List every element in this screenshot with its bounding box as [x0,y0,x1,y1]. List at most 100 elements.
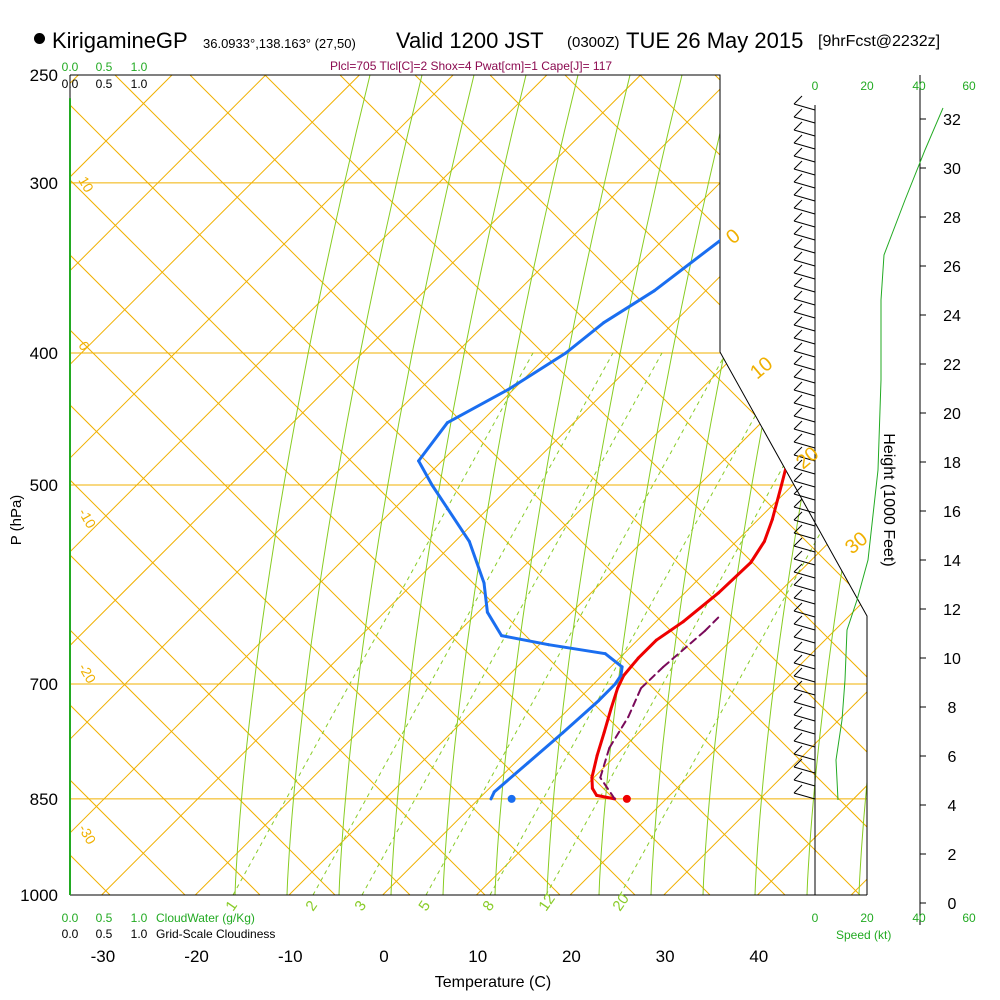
wind-barb [793,220,816,228]
wind-barb-flag [793,602,803,612]
moist-adiabat-line [338,75,475,895]
cloudwater-tick-bottom: 0.5 [96,911,113,925]
wind-barb-flag [793,628,803,638]
wind-barb [793,649,816,657]
isotherm-label: 10 [75,174,97,196]
wind-barb-flag [793,550,803,560]
mixing-ratio-label: 5 [415,898,434,915]
wind-barb-flag [793,277,803,287]
wind-barb [793,415,816,423]
wind-barb-flag [793,667,803,677]
wind-barb [793,571,816,579]
dewpoint-segment [561,699,601,735]
wind-barb-flag [793,693,803,703]
height-tick-label: 20 [943,406,961,423]
wind-barb [793,259,816,267]
wind-barb-flag [793,186,803,196]
stability-indices: Plcl=705 Tlcl[C]=2 Shox=4 Pwat[cm]=1 Cap… [330,59,613,73]
temperature-segment [800,366,816,411]
dewpoint-segment [507,351,568,391]
isotherm-label: 0 [722,225,745,249]
wind-barb [793,727,816,735]
temperature-surface-marker [622,794,631,803]
height-tick-label: 8 [948,700,957,717]
wind-barb [793,558,816,566]
dry-adiabat-line [940,75,1000,895]
wind-barb [793,155,816,163]
wind-barb-flag [793,290,803,300]
temperature-segment [681,591,721,624]
wind-barb-flag [793,706,803,716]
height-tick-label: 32 [943,112,961,129]
isotherm-label: 30 [841,528,872,559]
temperature-segment [602,707,613,735]
height-tick-label: 10 [943,651,961,668]
temperature-tick-label: -30 [91,947,116,966]
dewpoint-segment [500,634,551,647]
wind-barb-flag [793,732,803,742]
wind-barb-flag [793,485,803,495]
wind-barb [793,142,816,150]
wind-barb [793,779,816,787]
wind-barb [793,181,816,189]
parcel-segment [640,665,665,690]
temperature-tick-label: 40 [749,947,768,966]
height-tick-label: 6 [948,749,957,766]
temperature-segment [762,518,774,543]
temperature-tick-label: 0 [379,947,388,966]
wind-barb [793,116,816,124]
height-tick-label: 16 [943,504,961,521]
dry-adiabat-line [70,75,261,895]
speed-tick-bottom: 20 [860,911,874,925]
cloudwater-tick-top: 1.0 [131,60,148,74]
cloudiness-tick-top: 0.0 [62,77,79,91]
wind-barb [793,376,816,384]
wind-barb [793,675,816,683]
wind-barb-flag [793,394,803,404]
dewpoint-segment [417,459,434,487]
temperature-tick-label: 20 [562,947,581,966]
isotherm-label: -20 [75,661,99,687]
cloudiness-tick-top: 1.0 [131,77,148,91]
wind-barb [793,688,816,696]
wind-barb-flag [793,719,803,729]
mixing-ratio-line [232,352,534,895]
wind-barb-flag [793,745,803,755]
temperature-tick-label: -20 [184,947,209,966]
wind-barb [793,610,816,618]
parcel-segment [662,630,706,668]
speed-tick-top: 0 [812,79,819,93]
cloudiness-tick-bottom: 1.0 [131,927,148,941]
temperature-segment [590,754,599,780]
dewpoint-segment [613,674,623,686]
temperature-segment [609,686,620,711]
pressure-tick-label: 500 [30,476,58,495]
height-tick-label: 30 [943,161,961,178]
cloudwater-tick-top: 0.0 [62,60,79,74]
parcel-segment [599,747,611,779]
wind-barb [793,792,816,800]
cloudiness-tick-bottom: 0.0 [62,927,79,941]
wind-barb-flag [793,95,803,105]
wind-barb-flag [793,147,803,157]
plot-frame [70,74,868,895]
cloudiness-tick-top: 0.5 [96,77,113,91]
wind-barb-flag [793,771,803,781]
wind-barb-flag [793,680,803,690]
dewpoint-surface-marker [507,794,516,803]
moist-adiabat-line [286,75,423,895]
wind-barb [793,493,816,501]
wind-barb [793,285,816,293]
x-axis-title: Temperature (C) [435,974,551,991]
dewpoint-segment [467,539,486,585]
wind-barb-flag [793,563,803,573]
speed-tick-bottom: 0 [812,911,819,925]
wind-barb [793,350,816,358]
wind-barb [793,597,816,605]
wind-barb-flag [793,433,803,443]
wind-barb-flag [793,329,803,339]
moist-adiabat-line [806,75,867,895]
temperature-segment [616,674,626,690]
wind-barb-flag [793,576,803,586]
dewpoint-segment [602,289,656,325]
